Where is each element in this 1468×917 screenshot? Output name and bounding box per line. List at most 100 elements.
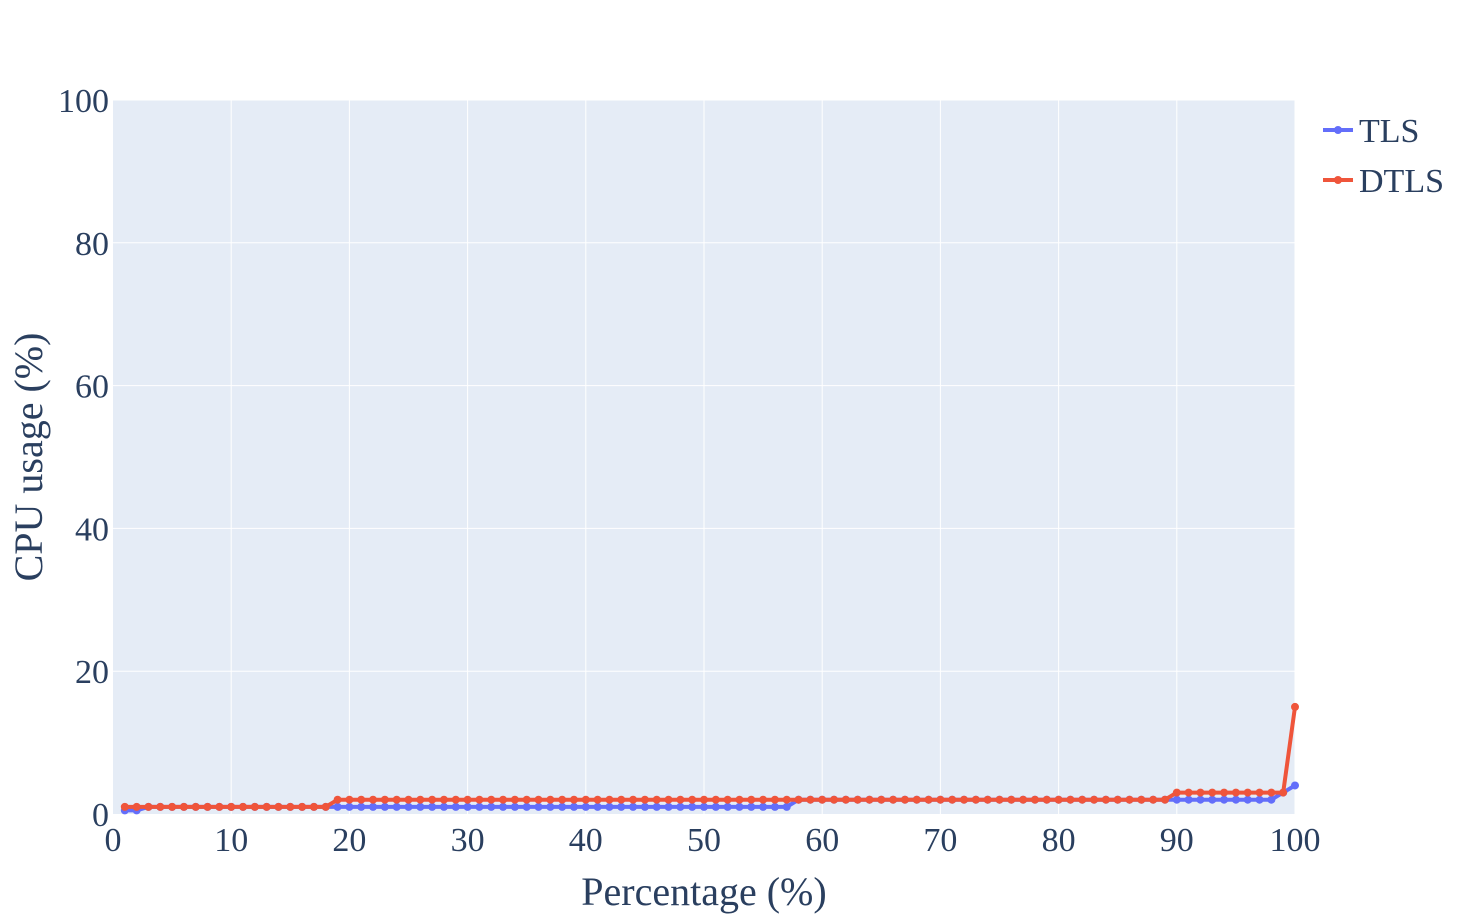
y-tick-label: 0 [92, 797, 109, 834]
data-point-dtls [971, 795, 980, 804]
data-point-dtls [534, 795, 543, 804]
data-point-tls [735, 802, 744, 811]
data-point-tls [569, 802, 578, 811]
data-point-dtls [1125, 795, 1134, 804]
data-point-dtls [1042, 795, 1051, 804]
data-point-tls [1231, 795, 1240, 804]
data-point-tls [1196, 795, 1205, 804]
data-point-tls [1255, 795, 1264, 804]
data-point-dtls [806, 795, 815, 804]
data-point-dtls [345, 795, 354, 804]
x-tick-label: 10 [214, 822, 248, 859]
data-point-dtls [995, 795, 1004, 804]
data-point-dtls [333, 795, 342, 804]
data-point-dtls [841, 795, 850, 804]
y-tick-label: 40 [75, 511, 109, 548]
data-point-dtls [617, 795, 626, 804]
x-axis-title: Percentage (%) [581, 869, 826, 914]
y-tick-label: 20 [75, 654, 109, 691]
data-point-dtls [1090, 795, 1099, 804]
data-point-tls [700, 802, 708, 811]
data-point-dtls [593, 795, 602, 804]
data-point-dtls [1160, 795, 1169, 804]
x-tick-label: 60 [805, 822, 839, 859]
data-point-dtls [853, 795, 862, 804]
x-tick-label: 0 [105, 822, 122, 859]
data-point-dtls [711, 795, 720, 804]
data-point-dtls [948, 795, 957, 804]
data-point-dtls [652, 795, 661, 804]
data-point-tls [688, 802, 697, 811]
data-point-tls [747, 802, 756, 811]
data-point-tls [428, 802, 437, 811]
data-point-dtls [1066, 795, 1075, 804]
data-point-dtls [132, 802, 141, 811]
data-point-dtls [1208, 788, 1217, 797]
data-point-dtls [960, 795, 969, 804]
data-point-dtls [1279, 788, 1288, 797]
grid-lines [113, 99, 1296, 814]
data-point-dtls [1007, 795, 1016, 804]
series-line-dtls [124, 706, 1297, 809]
data-point-dtls [120, 802, 129, 811]
data-point-dtls [439, 795, 448, 804]
x-tick-label: 90 [1160, 822, 1194, 859]
data-point-dtls [380, 795, 389, 804]
data-point-dtls [404, 795, 413, 804]
x-axis-ticks: 0 10 20 30 40 50 60 70 80 90 100 [105, 822, 1321, 859]
y-tick-label: 60 [75, 369, 109, 406]
data-point-dtls [1243, 788, 1252, 797]
legend-item-dtls[interactable]: DTLS [1323, 163, 1444, 200]
data-point-dtls [1196, 788, 1205, 797]
data-point-dtls [1113, 795, 1122, 804]
data-point-dtls [759, 795, 768, 804]
data-point-dtls [451, 795, 460, 804]
data-point-dtls [191, 802, 200, 811]
legend-label-dtls: DTLS [1359, 163, 1444, 200]
y-axis-ticks: 0 20 40 60 80 100 [58, 83, 109, 834]
data-point-dtls [1149, 795, 1158, 804]
data-point-dtls [416, 795, 425, 804]
data-point-tls [451, 802, 460, 811]
data-point-tls [345, 802, 354, 811]
data-point-dtls [1078, 795, 1087, 804]
data-point-dtls [215, 802, 224, 811]
x-tick-label: 50 [687, 822, 721, 859]
data-point-dtls [1137, 795, 1146, 804]
data-point-dtls [522, 795, 531, 804]
data-point-tls [1208, 795, 1217, 804]
data-point-dtls [1019, 795, 1028, 804]
data-point-dtls [830, 795, 839, 804]
data-point-dtls [1220, 788, 1229, 797]
data-point-tls [711, 802, 720, 811]
data-point-tls [581, 802, 590, 811]
data-point-dtls [286, 802, 295, 811]
legend-item-tls[interactable]: TLS [1323, 113, 1419, 150]
data-point-tls [605, 802, 614, 811]
data-point-dtls [629, 795, 638, 804]
data-point-dtls [676, 795, 685, 804]
data-point-tls [357, 802, 366, 811]
data-point-dtls [818, 795, 827, 804]
data-point-dtls [262, 802, 271, 811]
data-point-dtls [735, 795, 744, 804]
data-point-tls [593, 802, 602, 811]
x-tick-label: 100 [1270, 822, 1321, 859]
data-point-dtls [640, 795, 649, 804]
data-point-tls [1184, 795, 1193, 804]
data-point-dtls [309, 802, 318, 811]
data-point-tls [522, 802, 531, 811]
data-point-dtls [274, 802, 283, 811]
data-point-dtls [558, 795, 567, 804]
data-point-dtls [499, 795, 508, 804]
data-point-dtls [889, 795, 898, 804]
y-tick-label: 80 [75, 226, 109, 263]
data-point-tls [640, 802, 649, 811]
data-point-tls [759, 802, 768, 811]
data-point-tls [676, 802, 685, 811]
data-point-tls [1220, 795, 1229, 804]
data-point-tls [463, 802, 472, 811]
data-point-dtls [203, 802, 212, 811]
data-point-dtls [747, 795, 756, 804]
